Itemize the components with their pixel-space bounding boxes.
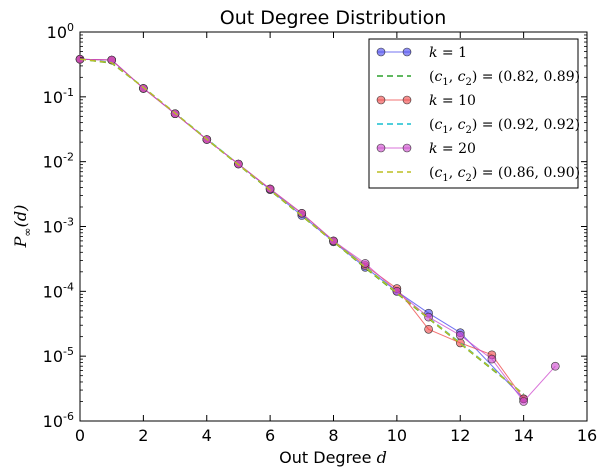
y-tick-labels: 10-6 10-5 10-4 10-3 10-2 10-1 100 [43, 21, 74, 431]
x-tick-label: 8 [328, 426, 338, 445]
legend-swatch-marker [402, 47, 412, 57]
y-axis-label-sub: ∞ [21, 227, 34, 236]
legend-item: (c1, c2) = (0.82, 0.89) [377, 69, 580, 88]
series-2-point [424, 324, 433, 334]
x-tick-label: 6 [265, 426, 275, 445]
x-axis-label-var: d [377, 448, 387, 467]
legend-swatch-marker [376, 95, 386, 105]
x-tick-label: 14 [513, 426, 533, 445]
series-4-point [392, 286, 402, 296]
y-axis-label: P∞(d) [11, 205, 34, 249]
legend: k = 1 (c1, c2) = (0.82, 0.89) k = 10 (c1, c… [368, 38, 580, 189]
legend-swatch-marker [376, 47, 386, 57]
series-4-point [107, 55, 116, 65]
legend-box [368, 38, 579, 189]
y-tick-label: 10-6 [43, 410, 74, 431]
series-4-point [550, 361, 560, 371]
legend-item: k = 10 [376, 93, 476, 109]
legend-item: k = 1 [376, 45, 467, 61]
series-4-point [139, 84, 148, 93]
series-5-fit-line [79, 58, 525, 395]
x-tick-label: 2 [138, 426, 148, 445]
series-4-point [519, 397, 528, 406]
y-axis-label-base: P [11, 236, 30, 248]
legend-swatch-marker [402, 95, 412, 105]
series-4-point [360, 259, 370, 268]
legend-swatch-marker [376, 143, 386, 153]
legend-swatch-marker [402, 143, 412, 153]
y-tick-label: 10-4 [43, 280, 74, 301]
series-layer [75, 54, 560, 406]
series-4-point [487, 354, 497, 364]
y-tick-label: 10-3 [43, 216, 74, 237]
x-tick-label: 12 [450, 426, 470, 445]
legend-label: k = 10 [429, 93, 476, 109]
x-tick-label: 0 [75, 426, 85, 445]
y-axis-label-arg: (d) [11, 205, 30, 228]
legend-label: (c1, c2) = (0.92, 0.92) [429, 117, 580, 136]
legend-label: k = 20 [429, 141, 476, 157]
legend-label: k = 1 [429, 45, 467, 61]
x-tick-label: 4 [202, 426, 212, 445]
x-axis-label-text: Out Degree [279, 448, 371, 467]
y-tick-label: 10-5 [43, 345, 74, 366]
chart-title: Out Degree Distribution [220, 7, 447, 29]
legend-item: k = 20 [376, 141, 476, 157]
x-axis-label: Out Degree d [279, 448, 387, 467]
y-tick-label: 10-2 [43, 151, 74, 172]
x-tick-label: 16 [577, 426, 597, 445]
legend-label: (c1, c2) = (0.86, 0.90) [429, 165, 580, 184]
series-4-point [455, 330, 465, 340]
legend-item: (c1, c2) = (0.92, 0.92) [377, 117, 580, 136]
series-5 [79, 58, 525, 395]
legend-item: (c1, c2) = (0.86, 0.90) [377, 165, 580, 184]
x-tick-labels: 0 2 4 6 8 10 12 14 16 [75, 426, 597, 445]
y-tick-label: 100 [47, 21, 74, 42]
series-4-point [265, 184, 275, 194]
x-tick-label: 10 [387, 426, 407, 445]
legend-label: (c1, c2) = (0.82, 0.89) [429, 69, 580, 88]
y-tick-label: 10-1 [43, 86, 74, 107]
tick-layer [79, 31, 588, 422]
